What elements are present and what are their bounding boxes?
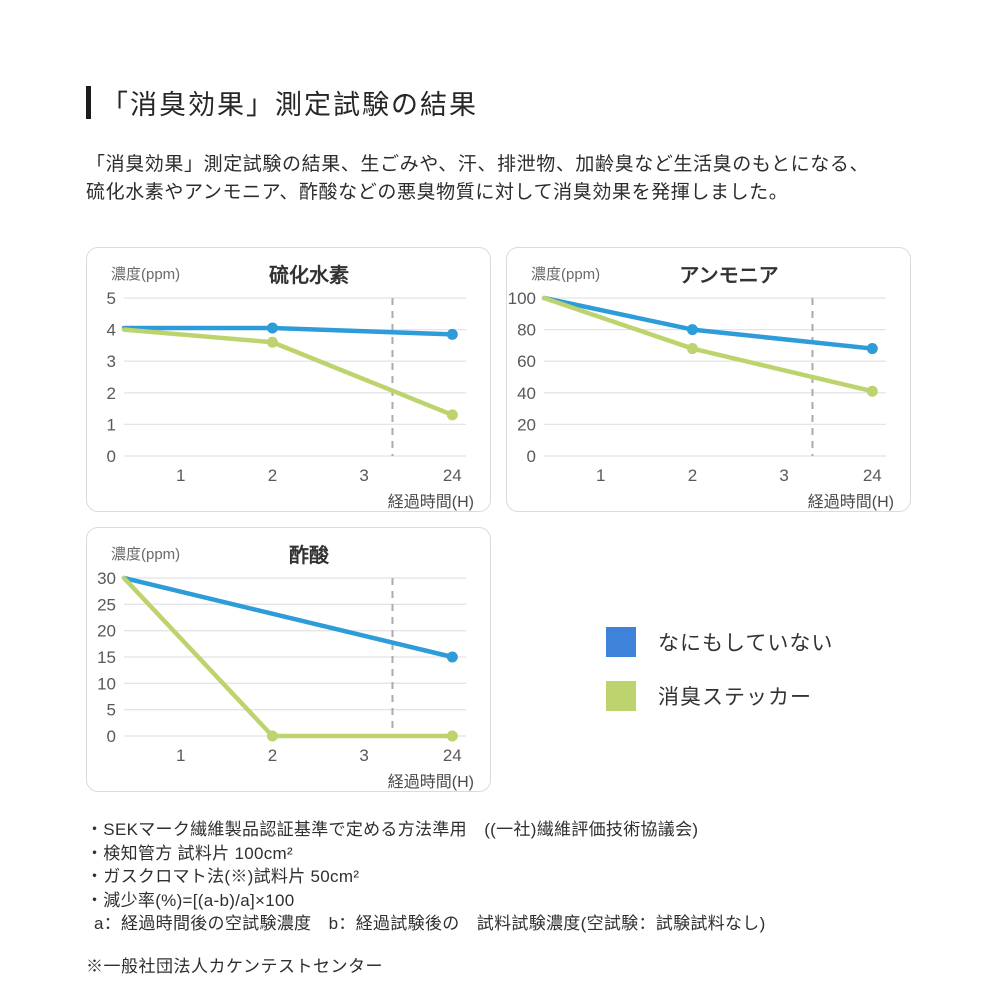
- intro-text: 「消臭効果」測定試験の結果、生ごみや、汗、排泄物、加齢臭など生活臭のもとになる、…: [86, 151, 1000, 207]
- data-point-marker: [446, 328, 458, 340]
- x-tick-label: 24: [443, 466, 462, 485]
- x-tick-label: 1: [176, 466, 185, 485]
- x-axis-label: 経過時間(H): [388, 493, 474, 511]
- legend-label-deodorant-sticker: 消臭ステッカー: [658, 686, 812, 709]
- page-title-row: 「消臭効果」測定試験の結果: [86, 83, 1000, 122]
- legend-swatch-green: [606, 681, 636, 711]
- y-tick-label: 20: [517, 415, 536, 434]
- x-axis-label: 経過時間(H): [808, 493, 894, 511]
- y-tick-label: 4: [107, 321, 116, 340]
- source-note: ※一般社団法人カケンテストセンター: [86, 956, 383, 976]
- chart-title: 酢酸: [289, 543, 330, 567]
- chart-panel-ammonia: 濃度(ppm) アンモニア 0 20 40 60 80 100 1 2 3 24 経過時間(H): [506, 247, 911, 512]
- x-tick-label: 3: [359, 746, 368, 765]
- x-axis-label: 経過時間(H): [388, 773, 474, 791]
- y-tick-label: 3: [107, 352, 116, 371]
- data-point-marker: [446, 651, 458, 663]
- x-tick-label: 24: [863, 466, 882, 485]
- y-tick-label: 20: [97, 622, 116, 641]
- y-tick-label: 40: [517, 384, 536, 403]
- footnote-line: ・ガスクロマト法(※)試料片 50cm²: [86, 867, 360, 886]
- chart-svg: 濃度(ppm) 酢酸 0 5 10 15 20 25 30 1 2 3 24 経過時間(H): [97, 543, 474, 791]
- x-tick-label: 3: [779, 466, 788, 485]
- y-tick-label: 80: [517, 321, 536, 340]
- chart-title: アンモニア: [679, 265, 778, 287]
- footnote-line: ・SEKマーク繊維製品認証基準で定める方法準用 ((一社)繊維評価技術協議会): [86, 820, 699, 839]
- footnote-line: ・減少率(%)=[(a-b)/a]×100: [86, 890, 295, 910]
- data-point-marker: [266, 336, 278, 348]
- data-point-marker: [866, 343, 878, 355]
- y-tick-label: 0: [107, 447, 116, 466]
- y-tick-label: 10: [97, 674, 116, 693]
- chart-panel-acetic-acid: 濃度(ppm) 酢酸 0 5 10 15 20 25 30 1 2 3 24 経過時間(H): [86, 527, 491, 792]
- y-tick-label: 25: [97, 595, 116, 614]
- legend-item-untreated: なにもしていない: [606, 627, 911, 657]
- y-tick-label: 30: [97, 569, 116, 588]
- page: 「消臭効果」測定試験の結果 「消臭効果」測定試験の結果、生ごみや、汗、排泄物、加…: [86, 83, 1000, 976]
- x-tick-label: 3: [359, 466, 368, 485]
- chart-y-axis-label: 濃度(ppm): [111, 546, 180, 563]
- chart-y-axis-label: 濃度(ppm): [531, 266, 600, 283]
- legend-label-untreated: なにもしていない: [658, 632, 834, 655]
- y-tick-label: 60: [517, 352, 536, 371]
- x-tick-label: 24: [443, 746, 462, 765]
- chart-y-axis-label: 濃度(ppm): [111, 266, 180, 283]
- chart-svg: 濃度(ppm) 硫化水素 0 1 2 3 4 5 1 2 3 24 経過時間(H): [107, 263, 474, 511]
- x-tick-label: 2: [268, 746, 277, 765]
- x-tick-label: 1: [176, 746, 185, 765]
- y-tick-label: 15: [97, 648, 116, 667]
- series-line-blue: [121, 575, 455, 660]
- intro-line-1: 「消臭効果」測定試験の結果、生ごみや、汗、排泄物、加齢臭など生活臭のもとになる、: [86, 154, 870, 175]
- chart-panel-hydrogen-sulfide: 濃度(ppm) 硫化水素 0 1 2 3 4 5 1 2 3 24 経過時間(H): [86, 247, 491, 512]
- footnotes: ・SEKマーク繊維製品認証基準で定める方法準用 ((一社)繊維評価技術協議会) …: [86, 818, 1000, 936]
- data-point-marker: [686, 324, 698, 336]
- x-tick-label: 1: [596, 466, 605, 485]
- data-point-marker: [446, 409, 458, 421]
- series-line-green: [121, 327, 455, 418]
- y-tick-label: 1: [107, 415, 116, 434]
- chart-legend: なにもしていない 消臭ステッカー: [606, 627, 911, 792]
- x-tick-label: 2: [688, 466, 697, 485]
- data-point-marker: [686, 343, 698, 355]
- y-tick-label: 5: [107, 289, 116, 308]
- y-tick-label: 100: [508, 289, 536, 308]
- data-point-marker: [866, 385, 878, 397]
- title-accent-bar: [86, 86, 91, 119]
- chart-title: 硫化水素: [269, 263, 349, 287]
- series-line-blue: [541, 295, 875, 351]
- footnote-line: a：経過時間後の空試験濃度 b：経過試験後の 試料試験濃度(空試験：試験試料なし…: [94, 914, 766, 933]
- data-point-marker: [266, 730, 278, 742]
- footnote-line: ・検知管方 試料片 100cm²: [86, 843, 293, 863]
- intro-line-2: 硫化水素やアンモニア、酢酸などの悪臭物質に対して消臭効果を発揮しました。: [86, 182, 789, 203]
- legend-item-deodorant-sticker: 消臭ステッカー: [606, 681, 911, 711]
- legend-swatch-blue: [606, 627, 636, 657]
- charts-grid: 濃度(ppm) 硫化水素 0 1 2 3 4 5 1 2 3 24 経過時間(H) 濃度(ppm) アンモ…: [86, 247, 911, 792]
- chart-svg: 濃度(ppm) アンモニア 0 20 40 60 80 100 1 2 3 24 経過時間(H): [508, 265, 894, 511]
- data-point-marker: [266, 322, 278, 334]
- x-tick-label: 2: [268, 466, 277, 485]
- y-tick-label: 0: [527, 447, 536, 466]
- data-point-marker: [446, 730, 458, 742]
- y-tick-label: 2: [107, 384, 116, 403]
- y-tick-label: 0: [107, 727, 116, 746]
- y-tick-label: 5: [107, 701, 116, 720]
- page-title: 「消臭効果」測定試験の結果: [101, 90, 478, 120]
